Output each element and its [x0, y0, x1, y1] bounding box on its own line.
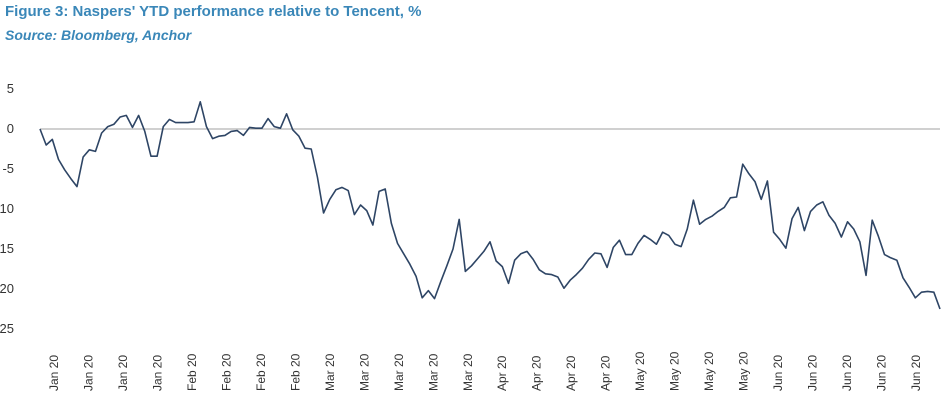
- x-tick-label: Mar 20: [357, 353, 371, 391]
- chart-title: Figure 3: Naspers' YTD performance relat…: [5, 3, 422, 20]
- x-tick-label: Apr 20: [564, 355, 578, 391]
- x-tick-label: Feb 20: [288, 353, 302, 391]
- x-tick-label: Mar 20: [461, 353, 475, 391]
- x-tick-label: Jun 20: [840, 355, 854, 391]
- x-tick-label: May 20: [668, 351, 682, 391]
- chart-subtitle: Source: Bloomberg, Anchor: [5, 27, 192, 43]
- x-tick-label: Jun 20: [806, 355, 820, 391]
- series-group: [39, 101, 941, 310]
- x-tick-label: Jan 20: [47, 355, 61, 391]
- x-tick-label: May 20: [702, 351, 716, 391]
- x-tick-label: May 20: [737, 351, 751, 391]
- x-tick-label: Feb 20: [254, 353, 268, 391]
- x-tick-label: Apr 20: [530, 355, 544, 391]
- x-tick-label: Mar 20: [323, 353, 337, 391]
- x-tick-label: Apr 20: [495, 355, 509, 391]
- y-axis-ticks: 5 0 -5 -10 -15 -20 -25: [0, 81, 14, 336]
- y-tick-label: -20: [0, 281, 14, 296]
- x-tick-label: Mar 20: [426, 353, 440, 391]
- y-tick-label: -15: [0, 241, 14, 256]
- x-tick-label: May 20: [633, 351, 647, 391]
- x-tick-label: Apr 20: [599, 355, 613, 391]
- x-tick-label: Jun 20: [875, 355, 889, 391]
- x-tick-label: Feb 20: [219, 353, 233, 391]
- y-tick-label: 5: [7, 81, 14, 96]
- x-tick-label: Mar 20: [392, 353, 406, 391]
- y-tick-label: -10: [0, 201, 14, 216]
- series-line: [39, 101, 941, 310]
- y-tick-label: -25: [0, 321, 14, 336]
- x-tick-label: Jan 20: [116, 355, 130, 391]
- x-tick-label: Feb 20: [185, 353, 199, 391]
- y-tick-label: 0: [7, 121, 14, 136]
- x-tick-label: Jun 20: [771, 355, 785, 391]
- y-tick-label: -5: [2, 161, 14, 176]
- x-tick-label: Jun 20: [909, 355, 923, 391]
- x-tick-label: Jan 20: [81, 355, 95, 391]
- x-axis-ticks: Jan 20 Jan 20 Jan 20 Jan 20 Feb 20 Feb 20 Feb …: [47, 351, 923, 391]
- x-tick-label: Jan 20: [150, 355, 164, 391]
